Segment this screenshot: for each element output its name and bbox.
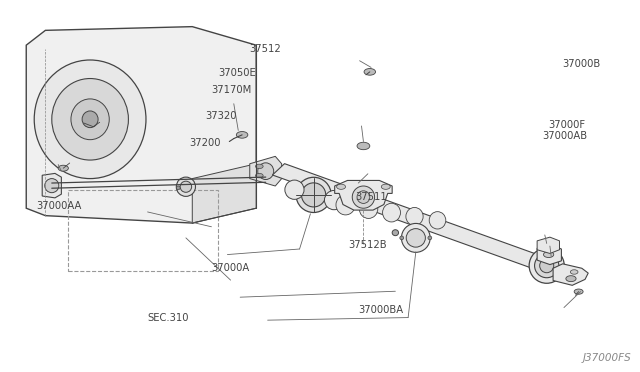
Text: 37512B: 37512B (349, 240, 387, 250)
Ellipse shape (296, 177, 331, 212)
Polygon shape (335, 180, 392, 210)
Ellipse shape (176, 177, 195, 196)
Ellipse shape (401, 224, 430, 252)
Ellipse shape (45, 179, 59, 193)
Ellipse shape (180, 181, 191, 192)
Circle shape (543, 251, 554, 257)
Ellipse shape (34, 60, 146, 179)
Ellipse shape (529, 248, 564, 283)
Text: J37000FS: J37000FS (583, 353, 632, 363)
Text: 37200: 37200 (189, 138, 221, 148)
Text: 37000BA: 37000BA (358, 305, 403, 315)
Polygon shape (273, 164, 553, 271)
Ellipse shape (82, 111, 98, 128)
Circle shape (337, 184, 346, 189)
Text: 37000B: 37000B (563, 59, 601, 69)
Ellipse shape (336, 195, 355, 215)
Circle shape (364, 68, 376, 75)
Ellipse shape (357, 191, 370, 203)
Text: 37511: 37511 (355, 192, 387, 202)
Polygon shape (26, 27, 256, 223)
Polygon shape (250, 156, 282, 186)
Ellipse shape (534, 254, 559, 278)
Ellipse shape (428, 236, 432, 240)
Ellipse shape (301, 183, 326, 207)
Text: 37320: 37320 (205, 110, 237, 121)
Polygon shape (537, 237, 559, 253)
Text: 37170M: 37170M (211, 86, 252, 95)
Ellipse shape (71, 99, 109, 140)
Ellipse shape (429, 212, 446, 229)
Text: 37000F: 37000F (548, 120, 586, 130)
Circle shape (566, 276, 576, 282)
Circle shape (255, 173, 263, 178)
Ellipse shape (406, 208, 423, 225)
Text: 37512: 37512 (250, 44, 282, 54)
Text: 37000AB: 37000AB (542, 131, 588, 141)
Circle shape (381, 184, 390, 189)
Circle shape (574, 289, 583, 294)
Ellipse shape (400, 236, 404, 240)
Polygon shape (537, 244, 561, 264)
Circle shape (58, 165, 68, 171)
Ellipse shape (359, 199, 378, 218)
Ellipse shape (52, 78, 129, 160)
Circle shape (236, 132, 248, 138)
Ellipse shape (406, 229, 426, 247)
Text: 37050E: 37050E (218, 68, 255, 78)
Ellipse shape (540, 259, 554, 273)
Ellipse shape (258, 163, 274, 180)
Circle shape (357, 142, 370, 150)
Ellipse shape (324, 190, 344, 210)
Ellipse shape (285, 180, 304, 199)
Polygon shape (553, 264, 588, 285)
Ellipse shape (176, 186, 180, 190)
Polygon shape (192, 164, 256, 223)
Circle shape (570, 270, 578, 274)
Ellipse shape (392, 230, 399, 235)
Polygon shape (42, 173, 61, 198)
Bar (68, 190, 218, 271)
Ellipse shape (383, 203, 401, 222)
Circle shape (255, 164, 263, 169)
Text: 37000AA: 37000AA (36, 201, 81, 211)
Text: SEC.310: SEC.310 (148, 312, 189, 323)
Ellipse shape (352, 186, 374, 208)
Text: 37000A: 37000A (211, 263, 250, 273)
